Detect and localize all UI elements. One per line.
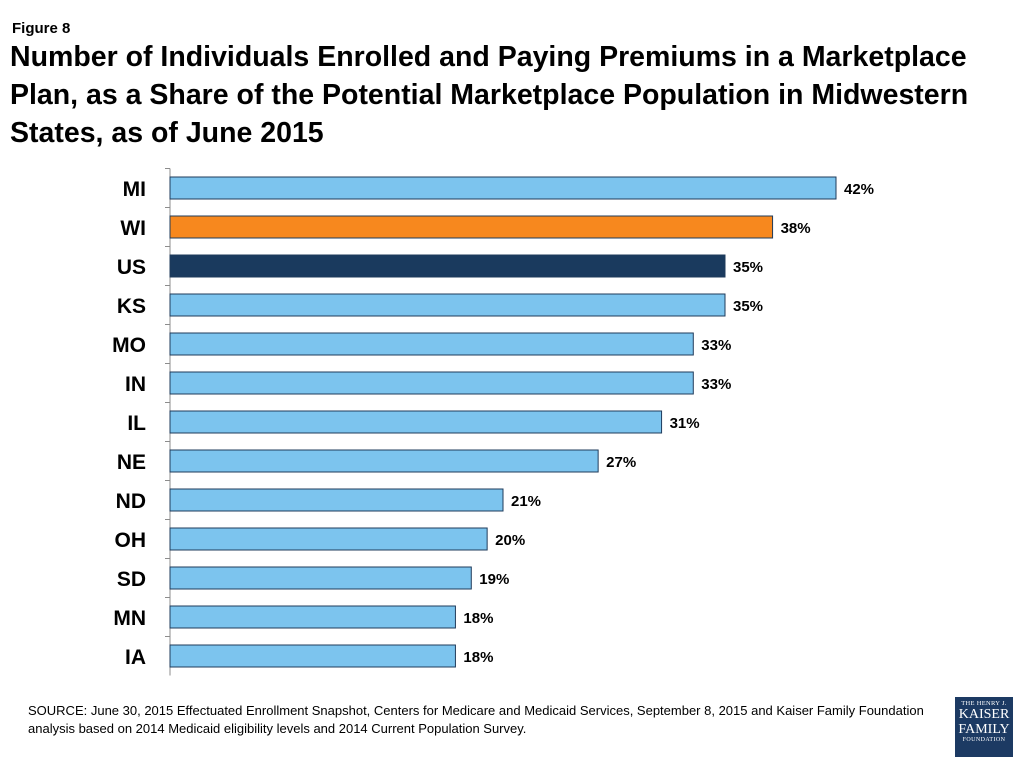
bar-ks [169, 293, 726, 317]
bar-ne [169, 449, 599, 473]
figure-label: Figure 8 [12, 20, 71, 37]
category-label-ia: IA [125, 646, 146, 669]
logo-line-3: FAMILY [958, 722, 1010, 737]
category-label-mo: MO [112, 334, 146, 357]
value-label-mn: 18% [463, 610, 493, 627]
value-label-sd: 19% [479, 571, 509, 588]
logo-line-1: THE HENRY J. [961, 700, 1007, 707]
value-label-wi: 38% [781, 220, 811, 237]
category-label-ks: KS [117, 295, 146, 318]
value-label-ia: 18% [463, 649, 493, 666]
kff-logo: THE HENRY J. KAISER FAMILY FOUNDATION [955, 697, 1013, 757]
category-label-mn: MN [113, 607, 146, 630]
category-label-il: IL [127, 412, 146, 435]
bar-chart: MI 42% WI 38% US 35% KS 35% MO 33% IN 33% IL 31% NE 27%… [112, 168, 874, 676]
value-label-ks: 35% [733, 298, 763, 315]
category-label-sd: SD [117, 568, 146, 591]
source-note: SOURCE: June 30, 2015 Effectuated Enroll… [28, 703, 924, 736]
bars-layer: MI 42% WI 38% US 35% KS 35% MO 33% IN 33% IL 31% NE 27%… [112, 168, 874, 676]
bar-wi [169, 215, 774, 239]
bar-ia [169, 644, 456, 668]
category-label-wi: WI [120, 217, 146, 240]
category-label-ne: NE [117, 451, 146, 474]
value-label-ne: 27% [606, 454, 636, 471]
bar-us [169, 254, 726, 278]
value-label-in: 33% [701, 376, 731, 393]
bar-mn [169, 605, 456, 629]
category-label-mi: MI [123, 178, 146, 201]
bar-il [169, 410, 663, 434]
bar-sd [169, 566, 472, 590]
value-label-mo: 33% [701, 337, 731, 354]
category-label-in: IN [125, 373, 146, 396]
chart-title: Number of Individuals Enrolled and Payin… [10, 41, 969, 149]
logo-line-4: FOUNDATION [962, 737, 1006, 743]
bar-mi [169, 176, 837, 200]
value-label-us: 35% [733, 259, 763, 276]
bar-nd [169, 488, 504, 512]
bar-in [169, 371, 694, 395]
value-label-oh: 20% [495, 532, 525, 549]
value-label-il: 31% [670, 415, 700, 432]
bar-oh [169, 527, 488, 551]
category-label-us: US [117, 256, 146, 279]
category-label-nd: ND [116, 490, 146, 513]
value-label-mi: 42% [844, 181, 874, 198]
bar-mo [169, 332, 694, 356]
logo-line-2: KAISER [958, 707, 1010, 722]
category-label-oh: OH [115, 529, 147, 552]
value-label-nd: 21% [511, 493, 541, 510]
